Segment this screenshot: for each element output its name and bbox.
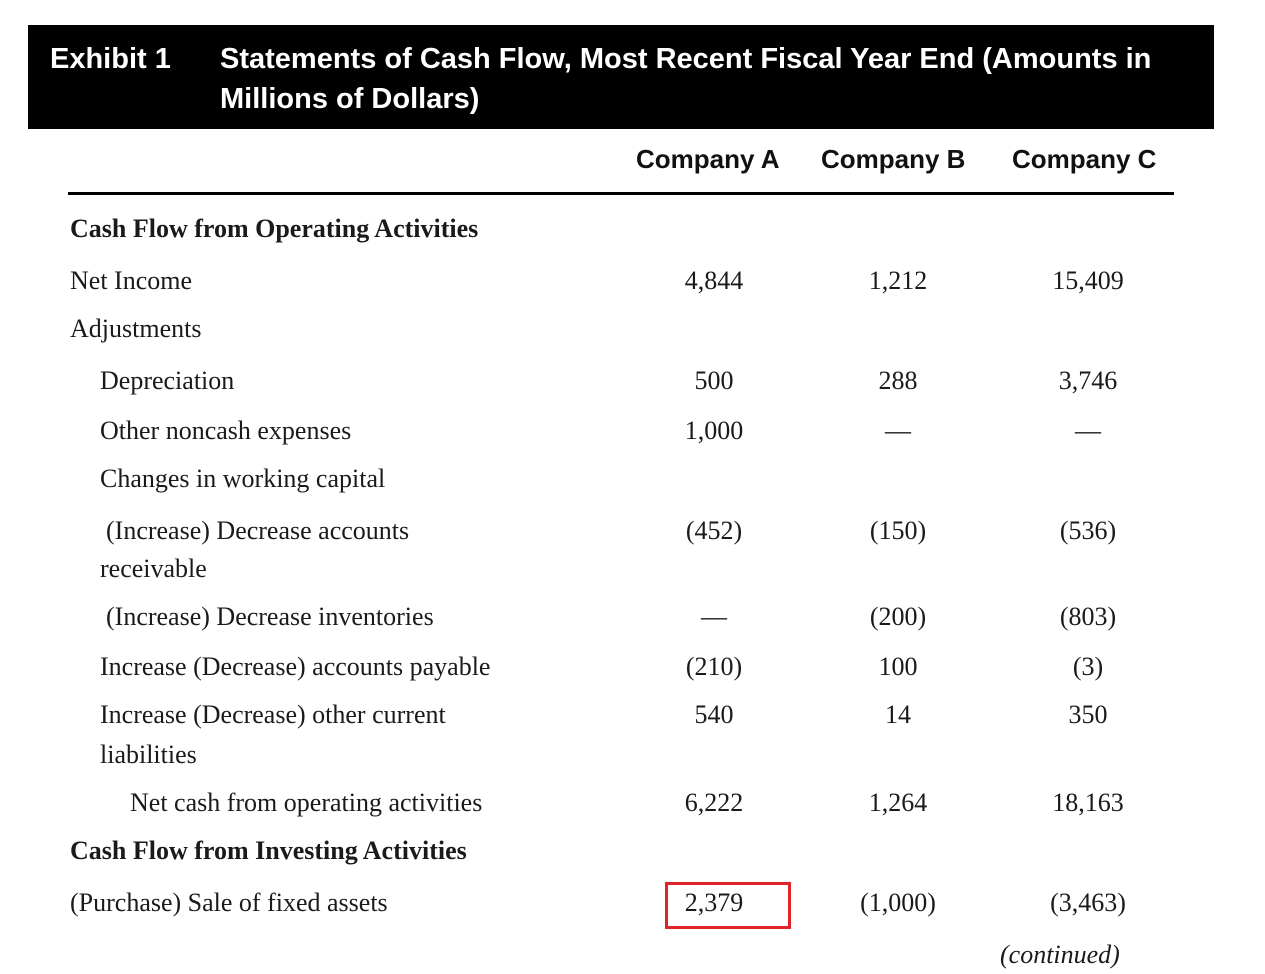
section-investing-heading: Cash Flow from Investing Activities — [70, 836, 467, 865]
cell-other-liabilities-c: 350 — [1068, 700, 1108, 729]
cell-payable-a: (210) — [685, 652, 743, 681]
row-label-receivable-line2: receivable — [100, 554, 207, 583]
cell-net-income-a: 4,844 — [684, 266, 744, 295]
exhibit-label: Exhibit 1 — [50, 43, 171, 75]
cell-other-noncash-b: — — [885, 416, 911, 445]
cell-net-income-c: 15,409 — [1052, 266, 1124, 295]
cell-inventories-b: (200) — [869, 602, 927, 631]
cell-other-noncash-c: — — [1075, 416, 1101, 445]
column-header-company-a: Company A — [636, 144, 780, 174]
row-label-other-liabilities-line1: Increase (Decrease) other current — [100, 700, 446, 729]
row-label-other-liabilities-line2: liabilities — [100, 740, 197, 769]
row-label-net-operating: Net cash from operating activities — [130, 788, 483, 817]
row-label-working-capital: Changes in working capital — [100, 464, 386, 493]
cell-inventories-a: — — [701, 602, 727, 631]
cell-fixed-assets-c: (3,463) — [1050, 888, 1126, 917]
row-label-adjustments: Adjustments — [70, 314, 202, 343]
row-label-fixed-assets: (Purchase) Sale of fixed assets — [70, 888, 388, 917]
cell-fixed-assets-b: (1,000) — [860, 888, 936, 917]
column-header-company-b: Company B — [821, 144, 966, 174]
cell-other-liabilities-b: 14 — [885, 700, 911, 729]
continued-note: (continued) — [1000, 940, 1120, 969]
cell-fixed-assets-a: 2,379 — [684, 888, 744, 917]
column-header-company-c: Company C — [1012, 144, 1157, 174]
cell-net-operating-c: 18,163 — [1052, 788, 1124, 817]
section-operating-heading: Cash Flow from Operating Activities — [70, 214, 479, 243]
cell-depreciation-b: 288 — [878, 366, 918, 395]
cell-depreciation-c: 3,746 — [1058, 366, 1118, 395]
cell-receivable-a: (452) — [685, 516, 743, 545]
cell-net-operating-b: 1,264 — [868, 788, 928, 817]
cell-net-operating-a: 6,222 — [684, 788, 744, 817]
cell-receivable-c: (536) — [1059, 516, 1117, 545]
cell-depreciation-a: 500 — [694, 366, 734, 395]
row-label-inventories: (Increase) Decrease inventories — [106, 602, 434, 631]
cell-inventories-c: (803) — [1059, 602, 1117, 631]
row-label-other-noncash: Other noncash expenses — [100, 416, 352, 445]
row-label-net-income: Net Income — [70, 266, 193, 295]
row-label-depreciation: Depreciation — [100, 366, 235, 395]
cell-other-liabilities-a: 540 — [694, 700, 734, 729]
row-label-receivable-line1: (Increase) Decrease accounts — [106, 516, 410, 545]
header-rule — [68, 192, 1174, 195]
cell-payable-b: 100 — [878, 652, 918, 681]
row-label-payable: Increase (Decrease) accounts payable — [100, 652, 491, 681]
exhibit-title: Statements of Cash Flow, Most Recent Fis… — [220, 43, 1152, 115]
highlight-box — [665, 882, 791, 929]
exhibit-header-bar: Exhibit 1 Statements of Cash Flow, Most … — [28, 25, 1214, 129]
cell-payable-c: (3) — [1072, 652, 1104, 681]
cell-other-noncash-a: 1,000 — [684, 416, 744, 445]
cell-net-income-b: 1,212 — [868, 266, 928, 295]
cell-receivable-b: (150) — [869, 516, 927, 545]
